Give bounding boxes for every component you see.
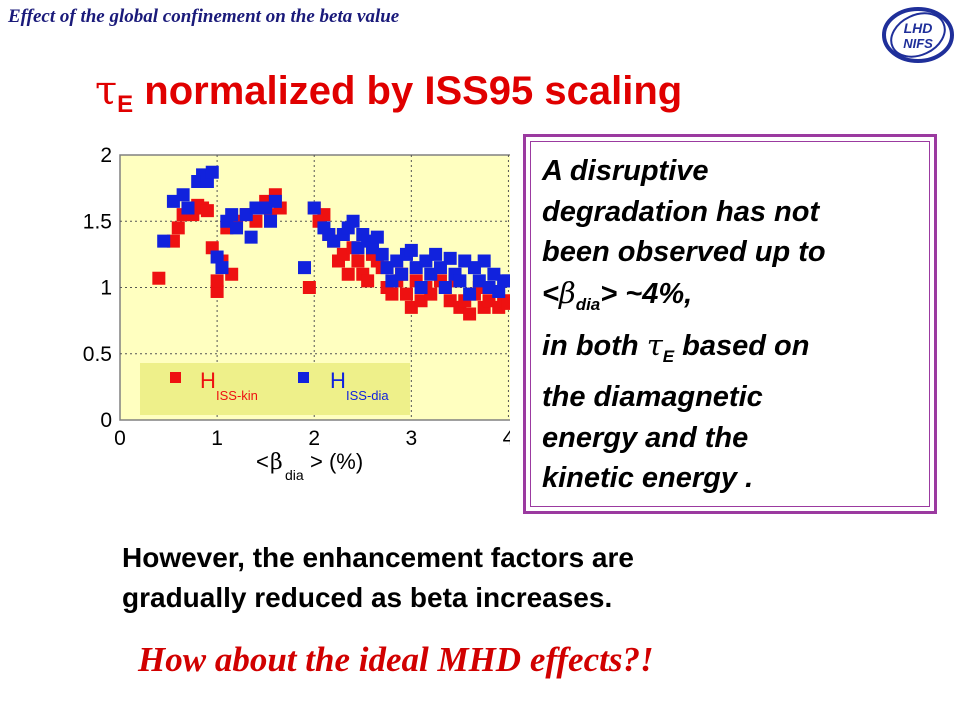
scatter-point-red [210, 284, 224, 298]
legend-box [140, 363, 410, 415]
scatter-point-red [152, 271, 166, 285]
note-line-2: degradation has not [542, 195, 820, 228]
y-tick-label: 0.5 [83, 343, 112, 366]
scatter-point-blue [414, 281, 428, 294]
scatter-point-blue [298, 261, 312, 275]
x-tick-label: 0 [114, 427, 126, 450]
note-line-3: been observed up to [542, 236, 826, 268]
legend-marker-red [170, 372, 181, 383]
x-axis-label-beta: β [270, 450, 283, 475]
y-tick-label: 1.5 [83, 210, 112, 233]
scatter-point-blue [404, 243, 418, 257]
scatter-point-blue [205, 165, 219, 179]
scatter-point-red [200, 204, 214, 218]
scatter-point-blue [268, 194, 282, 208]
scatter-point-blue [230, 221, 244, 235]
note-beta-symbol: β [558, 275, 576, 310]
note-line-1: A disruptive [542, 155, 709, 187]
scatter-point-blue [492, 284, 506, 298]
scatter-point-blue [215, 261, 229, 275]
note-beta-rest: > ~4%, [600, 277, 693, 310]
scatter-point-red [171, 221, 185, 235]
scatter-point-blue [264, 214, 278, 228]
scatter-point-blue [429, 247, 443, 261]
x-tick-label: 3 [405, 427, 417, 450]
logo-text-top: LHD [904, 20, 933, 36]
slide-title-subscript: E [117, 91, 134, 118]
scatter-point-blue [225, 208, 239, 222]
x-tick-label: 4 [503, 427, 510, 450]
closing-question: How about the ideal MHD effects?! [138, 640, 654, 679]
note-in-both: in both [542, 329, 647, 362]
logo-text-bottom: NIFS [903, 36, 933, 51]
note-line-7: energy and the [542, 421, 749, 454]
note-lt: < [542, 277, 559, 310]
scatter-point-red [302, 281, 316, 294]
legend-sublabel-blue: ISS-dia [346, 388, 389, 403]
x-axis-label-sub: dia [285, 467, 304, 483]
scatter-point-blue [477, 254, 491, 268]
scatter-point-blue [463, 287, 477, 301]
note-line-6: the diamagnetic [542, 381, 763, 414]
scatter-point-red [463, 307, 477, 321]
note-tau-symbol: τ [646, 327, 663, 362]
note-textbox: A disruptive degradation has not been ob… [523, 134, 937, 514]
legend-label-red: H [200, 368, 216, 393]
body-line-1: However, the enhancement factors are [122, 542, 634, 573]
legend-sublabel-red: ISS-kin [216, 388, 258, 403]
y-tick-label: 1 [100, 277, 112, 300]
scatter-point-blue [501, 274, 510, 288]
slide-title-tau: τ [95, 68, 118, 114]
scatter-point-blue [346, 214, 360, 228]
note-text: A disruptive degradation has not been ob… [542, 151, 928, 499]
scatter-point-red [399, 287, 413, 301]
x-tick-labels: 0 1 2 3 4 [114, 427, 510, 450]
scatter-point-red [351, 254, 365, 268]
slide-header-title: Effect of the global confinement on the … [8, 6, 400, 27]
scatter-point-blue [443, 251, 457, 265]
scatter-point-red [501, 296, 510, 310]
y-tick-label: 0 [100, 409, 112, 432]
scatter-point-red [361, 274, 375, 288]
scatter-point-blue [438, 281, 452, 294]
scatter-point-blue [375, 247, 389, 261]
scatter-point-red [341, 267, 355, 281]
y-tick-label: 2 [100, 144, 112, 167]
note-beta-sub: dia [575, 294, 601, 314]
legend-marker-blue [298, 372, 309, 383]
scatter-point-blue [395, 267, 409, 281]
body-text: However, the enhancement factors are gra… [122, 538, 634, 618]
lhd-nifs-logo: LHD NIFS [882, 7, 954, 63]
scatter-point-blue [181, 201, 195, 215]
slide-title-text: normalized by ISS95 scaling [133, 69, 683, 113]
data-points [152, 165, 510, 321]
slide-title: τE normalized by ISS95 scaling [95, 68, 682, 119]
scatter-point-blue [176, 188, 190, 202]
x-axis-label-lt: < [256, 449, 269, 474]
note-line-4: <βdia> ~4%, [542, 273, 928, 325]
scatter-point-blue [307, 201, 321, 215]
legend-label-blue: H [330, 368, 346, 393]
y-tick-labels: 0 0.5 1 1.5 2 [83, 144, 112, 432]
scatter-point-blue [244, 230, 258, 244]
scatter-point-blue [210, 250, 224, 264]
x-axis-label-rest: > (%) [310, 449, 363, 474]
scatter-point-blue [370, 230, 384, 244]
note-based-on: based on [674, 329, 810, 362]
x-tick-label: 1 [211, 427, 223, 450]
scatter-point-blue [453, 274, 467, 288]
note-line-8: kinetic energy . [542, 462, 754, 495]
scatter-point-red [210, 274, 224, 288]
note-textbox-inner-border [530, 141, 930, 507]
x-tick-label: 2 [308, 427, 320, 450]
note-tau-sub: E [662, 346, 675, 366]
body-line-2: gradually reduced as beta increases. [122, 582, 613, 613]
note-line-5: in both τE based on [542, 325, 928, 377]
scatter-point-blue [157, 234, 171, 248]
scatter-point-red [385, 287, 399, 301]
